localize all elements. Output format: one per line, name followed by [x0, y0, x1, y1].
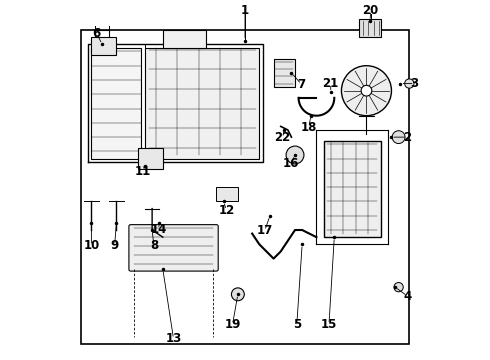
Text: 11: 11: [135, 165, 151, 178]
Circle shape: [392, 131, 405, 144]
Text: 9: 9: [110, 239, 119, 252]
Text: 19: 19: [224, 318, 241, 331]
Text: 8: 8: [150, 239, 158, 252]
Text: 12: 12: [219, 204, 235, 217]
Text: 5: 5: [293, 318, 301, 331]
Bar: [81, 30, 409, 344]
Text: 6: 6: [93, 27, 101, 40]
Text: 1: 1: [241, 4, 249, 17]
Text: 4: 4: [403, 289, 412, 303]
Text: 18: 18: [300, 121, 317, 134]
Text: 17: 17: [257, 224, 273, 237]
Text: 13: 13: [166, 333, 182, 346]
Text: 20: 20: [363, 4, 379, 17]
FancyBboxPatch shape: [129, 225, 218, 271]
Circle shape: [394, 283, 403, 292]
Text: 22: 22: [274, 131, 291, 144]
Bar: [138, 148, 163, 169]
Bar: [323, 141, 381, 237]
Text: 2: 2: [403, 131, 412, 144]
Bar: [145, 48, 259, 158]
Text: 21: 21: [322, 77, 339, 90]
Circle shape: [342, 66, 392, 116]
Bar: [92, 48, 142, 158]
Bar: [92, 37, 117, 55]
Text: 10: 10: [83, 239, 99, 252]
Text: 3: 3: [411, 77, 419, 90]
Bar: [359, 19, 381, 37]
Circle shape: [231, 288, 245, 301]
Circle shape: [361, 85, 372, 96]
Text: 14: 14: [150, 223, 167, 236]
Bar: [217, 187, 238, 202]
Text: 16: 16: [283, 157, 299, 170]
Circle shape: [405, 79, 414, 88]
Text: 7: 7: [297, 78, 305, 91]
Bar: [273, 59, 295, 87]
Circle shape: [286, 146, 304, 164]
Bar: [163, 30, 206, 48]
Text: 15: 15: [321, 318, 337, 331]
